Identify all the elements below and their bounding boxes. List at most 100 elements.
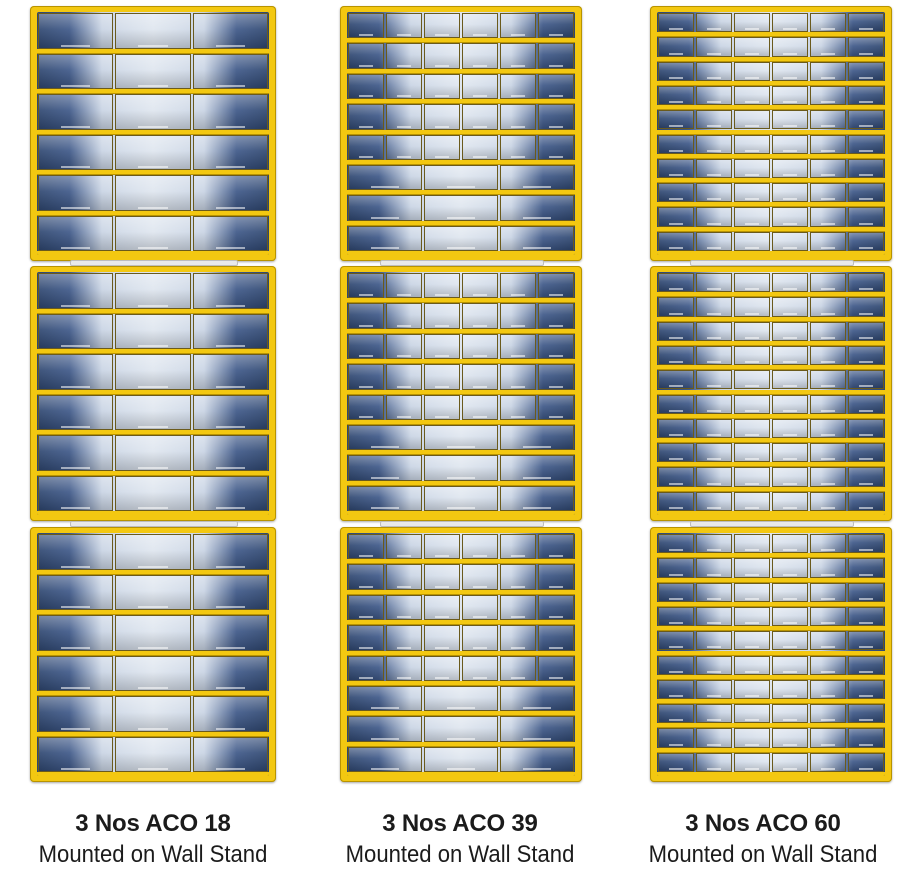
drawer[interactable] [424, 625, 460, 651]
drawer[interactable] [734, 273, 770, 293]
drawer[interactable] [115, 13, 191, 49]
drawer[interactable] [500, 13, 536, 39]
drawer[interactable] [848, 110, 884, 130]
drawer[interactable] [810, 467, 846, 487]
drawer[interactable] [734, 534, 770, 554]
drawer[interactable] [348, 333, 384, 360]
drawer[interactable] [734, 631, 770, 651]
drawer[interactable] [38, 394, 114, 430]
drawer[interactable] [658, 679, 694, 700]
drawer[interactable] [500, 73, 536, 100]
drawer[interactable] [192, 574, 268, 610]
drawer[interactable] [386, 13, 422, 39]
drawer[interactable] [658, 273, 694, 293]
drawer[interactable] [462, 303, 498, 329]
drawer[interactable] [810, 273, 846, 293]
drawer[interactable] [810, 491, 846, 511]
drawer[interactable] [734, 231, 770, 251]
drawer[interactable] [696, 158, 732, 179]
drawer[interactable] [734, 418, 770, 439]
drawer[interactable] [772, 273, 808, 293]
drawer[interactable] [115, 313, 191, 349]
drawer[interactable] [500, 625, 536, 651]
drawer[interactable] [348, 564, 384, 590]
drawer[interactable] [424, 364, 460, 390]
drawer[interactable] [115, 134, 191, 170]
drawer[interactable] [462, 594, 498, 621]
drawer[interactable] [462, 104, 498, 130]
drawer[interactable] [734, 467, 770, 487]
drawer[interactable] [348, 134, 384, 160]
drawer[interactable] [772, 297, 808, 317]
drawer[interactable] [734, 207, 770, 227]
drawer[interactable] [348, 303, 384, 329]
drawer[interactable] [538, 104, 574, 130]
drawer[interactable] [696, 606, 732, 627]
drawer[interactable] [348, 104, 384, 130]
drawer[interactable] [772, 655, 808, 675]
drawer[interactable] [38, 615, 114, 651]
drawer[interactable] [348, 195, 422, 221]
drawer[interactable] [772, 183, 808, 203]
drawer[interactable] [424, 485, 498, 511]
drawer[interactable] [696, 728, 732, 748]
drawer[interactable] [538, 655, 574, 681]
drawer[interactable] [386, 134, 422, 160]
drawer[interactable] [848, 37, 884, 57]
drawer[interactable] [424, 195, 498, 221]
drawer[interactable] [424, 685, 498, 712]
drawer[interactable] [386, 303, 422, 329]
drawer[interactable] [462, 564, 498, 590]
drawer[interactable] [734, 110, 770, 130]
drawer[interactable] [772, 752, 808, 772]
drawer[interactable] [192, 53, 268, 89]
drawer[interactable] [772, 321, 808, 341]
drawer[interactable] [500, 333, 536, 360]
drawer[interactable] [734, 134, 770, 154]
drawer[interactable] [658, 297, 694, 317]
drawer[interactable] [848, 207, 884, 227]
drawer[interactable] [424, 716, 498, 742]
drawer[interactable] [810, 134, 846, 154]
drawer[interactable] [810, 534, 846, 554]
drawer[interactable] [772, 13, 808, 33]
drawer[interactable] [115, 53, 191, 89]
drawer[interactable] [462, 73, 498, 100]
drawer[interactable] [38, 354, 114, 390]
drawer[interactable] [500, 424, 574, 451]
drawer[interactable] [810, 558, 846, 578]
drawer[interactable] [696, 394, 732, 414]
drawer[interactable] [658, 631, 694, 651]
drawer[interactable] [115, 475, 191, 511]
drawer[interactable] [696, 37, 732, 57]
drawer[interactable] [734, 443, 770, 463]
drawer[interactable] [848, 491, 884, 511]
drawer[interactable] [810, 207, 846, 227]
drawer[interactable] [386, 534, 422, 560]
drawer[interactable] [658, 752, 694, 772]
drawer[interactable] [696, 467, 732, 487]
drawer[interactable] [696, 183, 732, 203]
drawer[interactable] [696, 582, 732, 602]
drawer[interactable] [772, 704, 808, 724]
drawer[interactable] [772, 110, 808, 130]
drawer[interactable] [500, 716, 574, 742]
drawer[interactable] [348, 594, 384, 621]
drawer[interactable] [696, 110, 732, 130]
drawer[interactable] [500, 394, 536, 420]
drawer[interactable] [658, 85, 694, 106]
drawer[interactable] [772, 728, 808, 748]
drawer[interactable] [348, 534, 384, 560]
drawer[interactable] [38, 175, 114, 211]
drawer[interactable] [658, 183, 694, 203]
drawer[interactable] [658, 207, 694, 227]
drawer[interactable] [848, 704, 884, 724]
drawer[interactable] [810, 752, 846, 772]
drawer[interactable] [348, 655, 384, 681]
drawer[interactable] [192, 313, 268, 349]
drawer[interactable] [500, 485, 574, 511]
drawer[interactable] [538, 594, 574, 621]
drawer[interactable] [848, 443, 884, 463]
drawer[interactable] [386, 394, 422, 420]
drawer[interactable] [772, 631, 808, 651]
